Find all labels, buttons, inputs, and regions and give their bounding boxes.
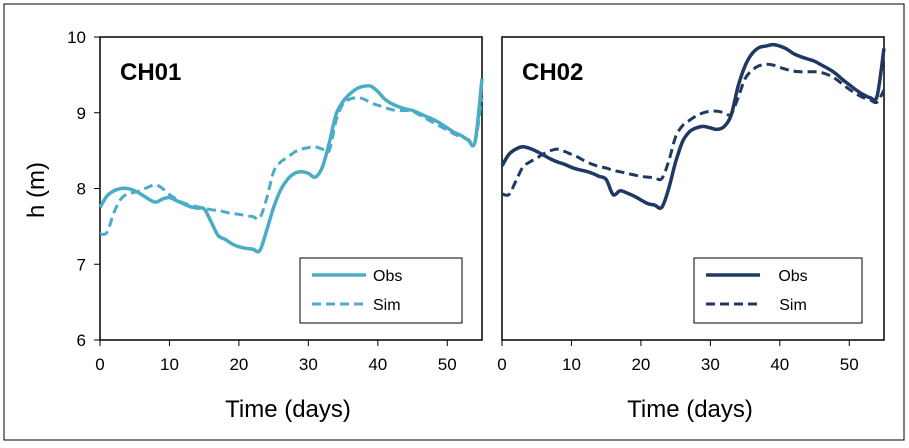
- legend-label-sim: Sim: [373, 297, 401, 314]
- series-line-sim-ch02: [501, 62, 886, 197]
- series-ch01: [98, 78, 484, 254]
- panel-ch01: CH01 Time (days) h (m) 0 10 20 30 40 50 6 7 8 9 1…: [23, 28, 484, 423]
- x-tick-label-ch02: 50: [840, 355, 859, 374]
- x-tick-label-ch02: 40: [770, 355, 789, 374]
- y-tick-label-ch01: 10: [67, 28, 86, 47]
- series-line-obs-ch02: [500, 42, 886, 211]
- x-ticks-ch01: 0 10 20 30 40 50: [95, 340, 457, 374]
- y-axis-title: h (m): [23, 162, 50, 218]
- y-tick-label-ch01: 9: [77, 104, 86, 123]
- legend-box-ch02: [693, 257, 863, 324]
- x-tick-label-ch01: 40: [368, 355, 387, 374]
- series-line-sim-ch01: [99, 96, 484, 236]
- x-tick-label-ch01: 30: [299, 355, 318, 374]
- x-axis-title-ch02: Time (days): [627, 396, 753, 423]
- legend-label-sim: Sim: [779, 297, 807, 314]
- x-tick-label-ch02: 10: [562, 355, 581, 374]
- legend-ch01: Obs Sim: [299, 257, 463, 324]
- panel-title-ch02: CH02: [522, 59, 583, 86]
- x-tick-label-ch02: 0: [497, 355, 506, 374]
- series-ch02: [500, 42, 886, 211]
- x-tick-label-ch02: 30: [701, 355, 720, 374]
- x-tick-label-ch02: 20: [631, 355, 650, 374]
- legend-ch02: Obs Sim: [693, 257, 863, 324]
- x-tick-label-ch01: 0: [95, 355, 104, 374]
- panel-title-ch01: CH01: [120, 59, 181, 86]
- x-tick-label-ch01: 50: [438, 355, 457, 374]
- x-tick-label-ch01: 10: [160, 355, 179, 374]
- x-tick-label-ch01: 20: [229, 355, 248, 374]
- y-tick-label-ch01: 8: [77, 180, 86, 199]
- y-tick-label-ch01: 7: [77, 255, 86, 274]
- legend-label-obs: Obs: [778, 268, 807, 285]
- y-ticks-ch01: 6 7 8 9 10: [67, 28, 100, 350]
- legend-box-ch01: [299, 257, 463, 324]
- y-tick-label-ch01: 6: [77, 331, 86, 350]
- legend-label-obs: Obs: [373, 268, 402, 285]
- panel-ch02: CH02 Time (days) 0 10 20 30 40 50 Obs Sim: [497, 36, 886, 423]
- x-ticks-ch02: 0 10 20 30 40 50: [497, 340, 859, 374]
- x-axis-title-ch01: Time (days): [225, 396, 351, 423]
